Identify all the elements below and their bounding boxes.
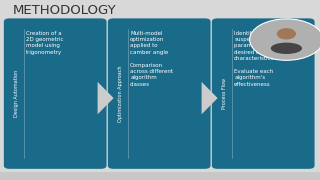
FancyBboxPatch shape xyxy=(0,172,320,180)
Ellipse shape xyxy=(271,43,302,54)
FancyBboxPatch shape xyxy=(212,18,315,169)
Polygon shape xyxy=(98,82,114,114)
Text: Multi-model
optimization
applied to
camber angle

Comparison
across different
al: Multi-model optimization applied to camb… xyxy=(130,31,173,87)
Ellipse shape xyxy=(277,28,296,39)
Text: Identify optimal
suspension
parameters for
desired camber
characteristics

Evalu: Identify optimal suspension parameters f… xyxy=(234,31,278,87)
Circle shape xyxy=(250,19,320,60)
FancyBboxPatch shape xyxy=(4,18,107,169)
Polygon shape xyxy=(202,82,218,114)
Text: Creation of a
2D geometric
model using
trigonometry: Creation of a 2D geometric model using t… xyxy=(26,31,64,55)
FancyBboxPatch shape xyxy=(108,18,211,169)
Text: Optimization Approach: Optimization Approach xyxy=(118,65,123,122)
Text: Design Automation: Design Automation xyxy=(14,70,19,117)
Text: Process Flow: Process Flow xyxy=(222,78,227,109)
Text: METHODOLOGY: METHODOLOGY xyxy=(13,4,116,17)
